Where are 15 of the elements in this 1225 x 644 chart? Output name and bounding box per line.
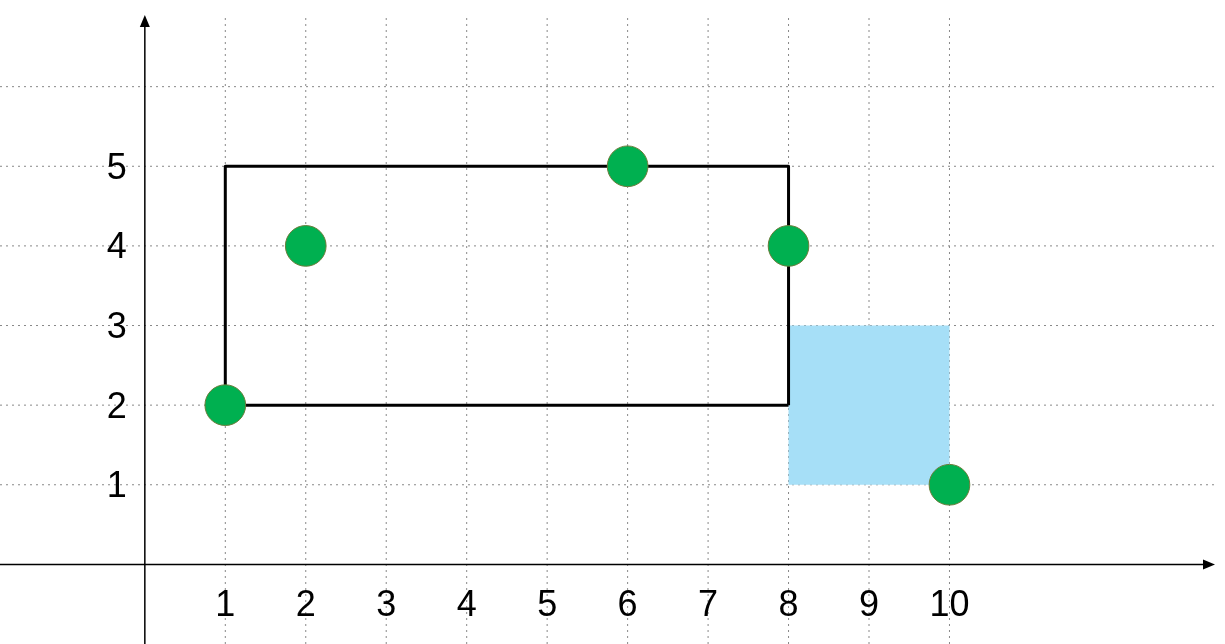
y-tick-label: 3 bbox=[106, 305, 127, 347]
y-tick-label: 1 bbox=[106, 464, 127, 506]
x-tick-label: 3 bbox=[376, 583, 397, 625]
x-tick-label: 1 bbox=[215, 583, 236, 625]
x-tick-label: 9 bbox=[858, 583, 880, 625]
x-tick-label: 5 bbox=[537, 583, 558, 625]
x-tick-label: 6 bbox=[617, 583, 638, 625]
x-tick-label: 8 bbox=[778, 583, 799, 625]
x-tick-label: 7 bbox=[698, 583, 719, 625]
x-tick-label: 10 bbox=[929, 583, 970, 625]
y-tick-label: 2 bbox=[106, 384, 127, 426]
y-tick-label: 5 bbox=[106, 145, 127, 187]
y-tick-label: 4 bbox=[106, 225, 127, 267]
x-tick-label: 2 bbox=[295, 583, 316, 625]
x-tick-label: 4 bbox=[456, 583, 477, 625]
